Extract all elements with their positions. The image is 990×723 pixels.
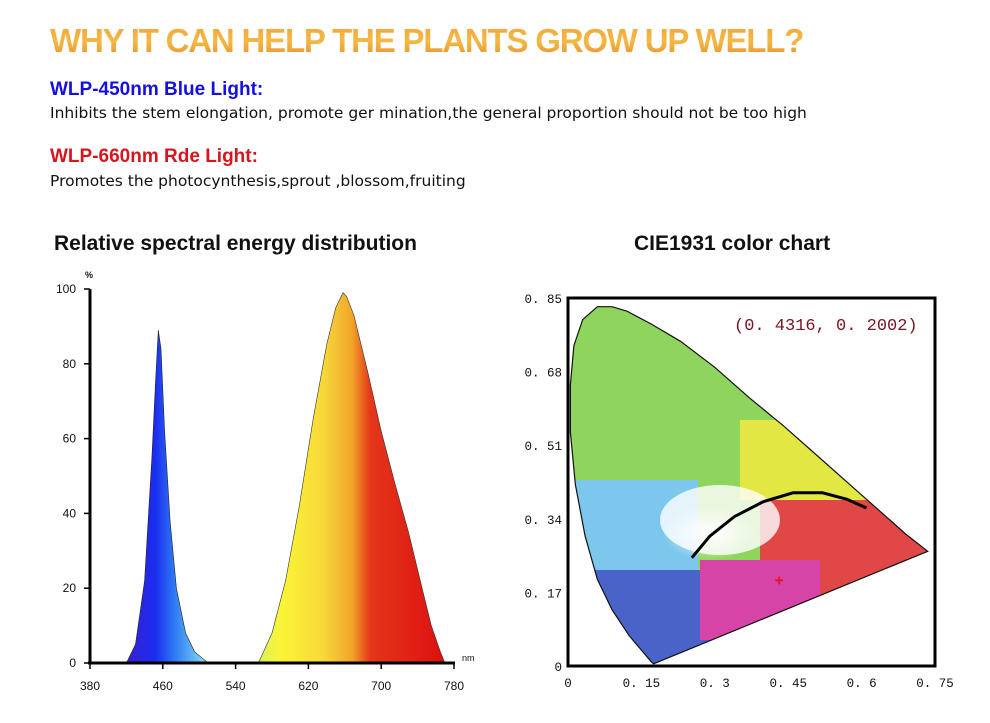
spectral-x-tick-label: 700	[371, 679, 391, 693]
warm-spectrum-area	[258, 292, 446, 664]
cie-x-tick-label: 0. 75	[916, 677, 954, 691]
spectral-x-tick-label: 780	[444, 679, 464, 693]
page-title: WHY IT CAN HELP THE PLANTS GROW UP WELL?	[50, 22, 804, 59]
cie-x-tick-label: 0. 45	[769, 677, 807, 691]
cie-chart: 0 0. 17 0. 34 0. 51 0. 68 0. 85 0 0. 15 0. 3 0. …	[524, 293, 953, 691]
spectral-chart-title: Relative spectral energy distribution	[54, 232, 417, 255]
cie-x-tick-label: 0. 15	[623, 677, 661, 691]
chromaticity-point-marker: +	[775, 572, 784, 589]
spectral-y-tick-label: 20	[63, 581, 77, 595]
cie-y-tick-label: 0. 34	[524, 514, 562, 528]
spectral-y-tick-label: 40	[63, 506, 77, 520]
cie-y-tick-label: 0. 85	[524, 293, 562, 307]
cie-y-tick-label: 0. 68	[524, 367, 562, 381]
cie-x-tick-label: 0	[564, 677, 572, 691]
blue-light-description: Inhibits the stem elongation, promote ge…	[50, 104, 807, 122]
spectral-x-tick-label: 620	[298, 679, 318, 693]
chromaticity-coordinates-label: (0. 4316, 0. 2002)	[734, 317, 918, 336]
spectral-y-tick-label: 100	[56, 282, 76, 296]
spectral-x-unit: nm	[462, 653, 475, 663]
spectral-x-tick-label: 540	[226, 679, 246, 693]
cie-x-tick-label: 0. 6	[847, 677, 877, 691]
blue-spectrum-area	[125, 330, 210, 664]
spectral-x-tick-label: 380	[80, 679, 100, 693]
cie-x-tick-label: 0. 3	[700, 677, 730, 691]
spectral-locus	[569, 306, 929, 665]
blue-light-heading: WLP-450nm Blue Light:	[50, 79, 264, 100]
cie-chart-title: CIE1931 color chart	[634, 232, 831, 255]
spectral-x-tick-label: 460	[153, 679, 173, 693]
spectral-y-tick-label: 80	[63, 357, 77, 371]
spectral-y-tick-label: 60	[63, 432, 77, 446]
planckian-locus	[690, 491, 868, 559]
red-light-description: Promotes the photocynthesis,sprout ,blos…	[50, 172, 466, 190]
cie-y-tick-label: 0	[554, 661, 562, 675]
spectral-y-tick-label: 0	[69, 656, 76, 670]
cie-y-tick-label: 0. 17	[524, 587, 562, 601]
spectral-y-unit: %	[85, 270, 93, 280]
red-light-heading: WLP-660nm Rde Light:	[50, 146, 258, 167]
cie-y-tick-label: 0. 51	[524, 440, 562, 454]
spectral-chart: 0 20 40 60 80 100 380 460 540 620 700 780 % nm	[56, 270, 475, 693]
